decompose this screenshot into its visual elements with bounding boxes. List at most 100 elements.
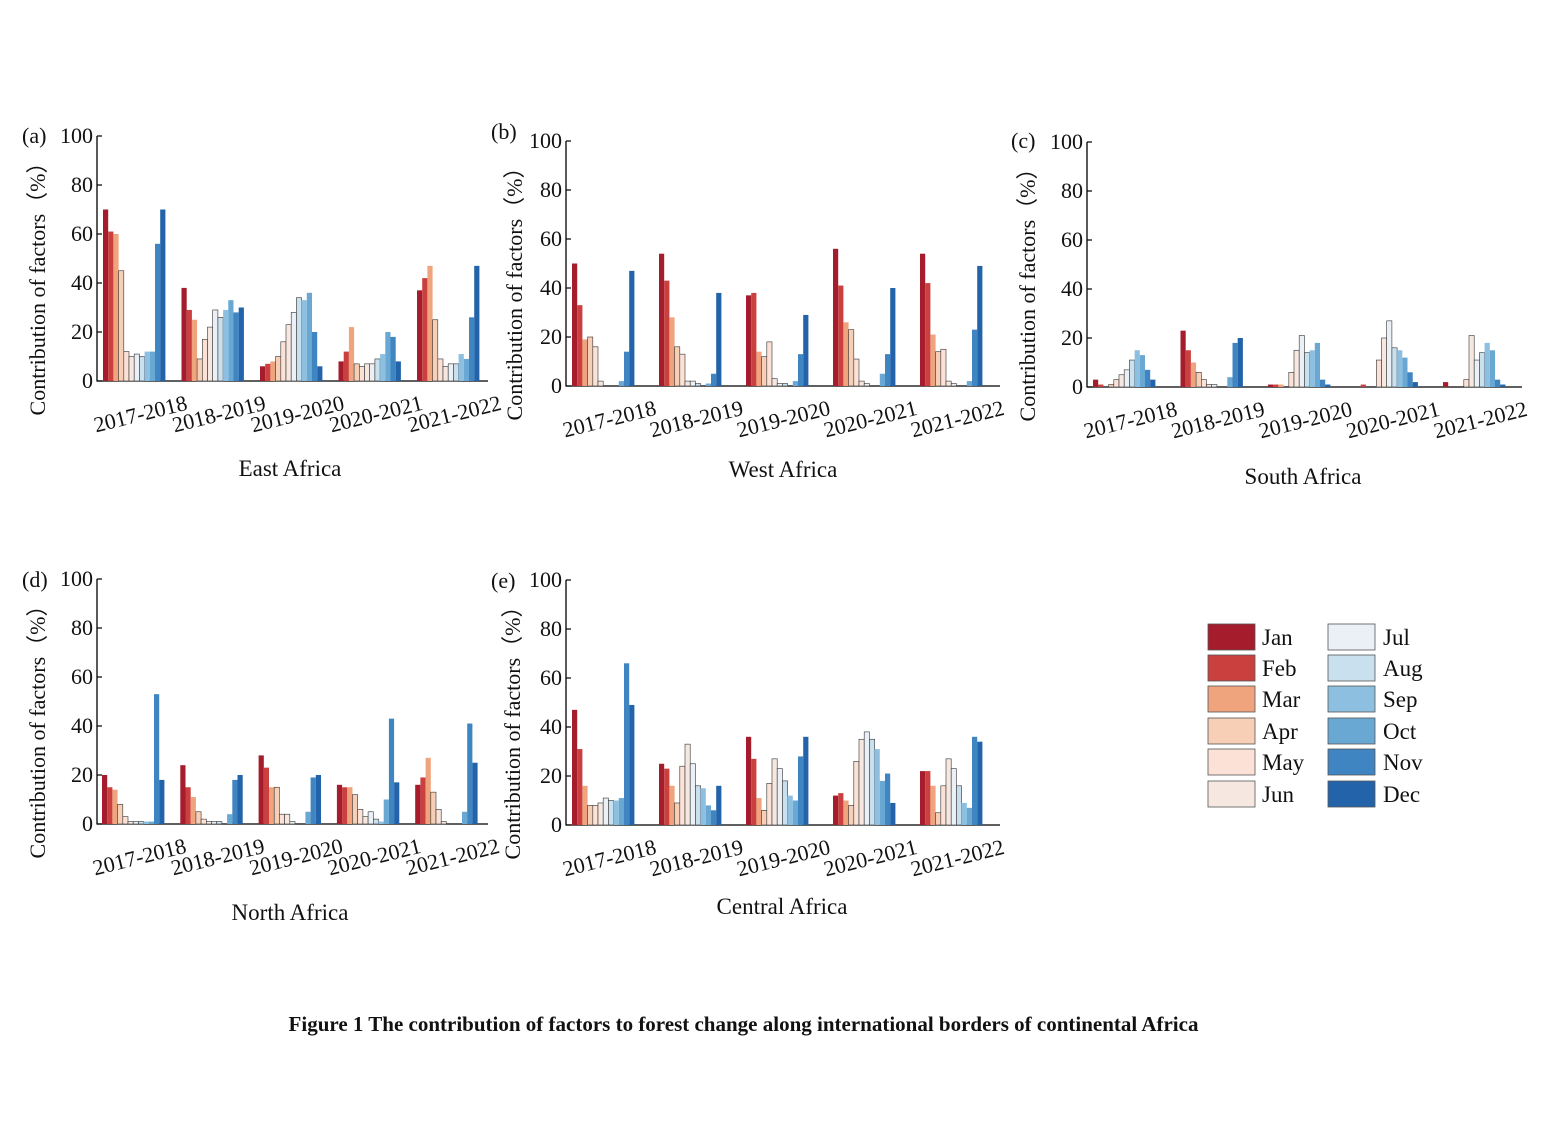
legend-swatch-jul: [1327, 623, 1376, 651]
panel-b-bar-aug: [695, 383, 701, 387]
panel-d-bar-dec: [159, 779, 165, 824]
panel-a-bar-mar: [270, 361, 276, 381]
panel-d-bar-jul: [211, 821, 217, 825]
panel-c-bar-may: [1201, 379, 1207, 388]
legend-swatch-aug: [1327, 654, 1376, 682]
panel-e-bar-oct: [705, 805, 711, 825]
panel-b-bar-may: [679, 353, 686, 387]
panel-a-bar-jan: [103, 209, 109, 381]
panel-a-bar-dec: [317, 366, 323, 381]
panel-e-label: (e): [491, 568, 515, 593]
panel-b-bar-oct: [879, 373, 885, 386]
panel-e-bar-oct: [618, 798, 624, 825]
panel-b-bar-jul: [776, 383, 783, 387]
panel-e-x-tick-label: 2018-2019: [647, 834, 746, 881]
panel-d-bar-jan: [336, 784, 343, 824]
panel-b-bar-aug: [782, 383, 788, 387]
panel-b-bar-may: [940, 348, 947, 387]
panel-a-bar-nov: [312, 332, 318, 381]
panel-a-bar-jul: [133, 353, 140, 382]
panel-a-bar-sep: [458, 354, 464, 381]
panel-a-bar-feb: [186, 309, 192, 381]
panel-a-bar-jun: [442, 365, 449, 382]
panel-e-bar-aug: [695, 785, 701, 826]
panel-a-bar-nov: [155, 243, 161, 381]
panel-d-y-tick-label: 60: [71, 664, 93, 689]
panel-e-bar-oct: [966, 807, 972, 825]
panel-e-bar-sep: [874, 749, 880, 825]
panel-e-bar-apr: [848, 805, 855, 826]
panel-e-bar-jul: [863, 731, 870, 826]
panel-e-bar-apr: [587, 805, 594, 826]
panel-e-bar-feb: [577, 749, 583, 825]
panel-c-bar-may: [1376, 359, 1382, 388]
legend-label-nov: Nov: [1383, 750, 1423, 775]
panel-e-bar-aug: [608, 800, 614, 826]
panel-a-bar-jul: [290, 312, 297, 382]
panel-e-bar-feb: [925, 771, 931, 825]
legend-swatch-oct: [1327, 717, 1376, 745]
panel-a-y-tick-label: 60: [71, 221, 93, 246]
panel-e-bar-jan: [746, 736, 752, 825]
panel-b-bar-mar: [669, 317, 675, 386]
panel-c-bar-jul: [1123, 369, 1130, 388]
panel-e-bar-nov: [798, 756, 804, 825]
panel-d-y-axis-title: Contribution of factors（%）: [25, 595, 50, 859]
panel-b-bar-mar: [843, 322, 849, 386]
panel-c-bar-jun: [1293, 349, 1300, 388]
legend-swatch-mar: [1207, 685, 1256, 713]
panel-b-bar-jan: [572, 263, 578, 386]
panel-d-bar-may: [279, 813, 285, 825]
panel-b-bar-jul: [863, 383, 870, 387]
panel-e-bar-may: [679, 765, 686, 826]
panel-d-y-tick-label: 80: [71, 615, 93, 640]
panel-e-bar-nov: [972, 736, 978, 825]
panel-d-bar-mar: [347, 787, 353, 824]
panel-a-bar-mar: [191, 319, 198, 381]
panel-d-bar-nov: [467, 723, 473, 824]
panel-b-label: (b): [491, 119, 517, 144]
panel-c-bar-oct: [1227, 377, 1233, 387]
panel-c-bar-nov: [1145, 369, 1151, 387]
panel-b-bar-apr: [674, 346, 681, 387]
panel-e-bar-mar: [669, 785, 675, 825]
panel-a-bar-apr: [353, 363, 360, 382]
panel-e-bar-aug: [869, 738, 875, 826]
panel-a-y-tick-label: 40: [71, 270, 93, 295]
panel-e-x-tick-label: 2020-2021: [821, 834, 920, 881]
panel-b-bar-nov: [798, 354, 804, 386]
panel-e-bar-nov: [624, 663, 630, 825]
panel-b-bar-feb: [751, 292, 757, 386]
panel-e-x-tick-label: 2021-2022: [908, 834, 1007, 881]
legend-swatch-jun: [1207, 780, 1256, 808]
panel-b-bar-jul: [950, 383, 957, 387]
panel-a-y-axis-title: Contribution of factors（%）: [25, 152, 50, 416]
panel-d-label: (d): [22, 567, 48, 592]
panel-d-bar-jul: [289, 821, 296, 825]
panel-d-bar-feb: [342, 787, 348, 824]
panel-b-bar-oct: [966, 381, 972, 386]
panel-a-bar-aug: [453, 363, 459, 382]
panel-d-bar-may: [200, 818, 207, 825]
panel-d-bar-oct: [305, 811, 311, 824]
panel-a-bar-sep: [144, 351, 150, 381]
panel-d-bar-nov: [310, 777, 316, 824]
panel-b-bar-feb: [838, 285, 844, 386]
panel-c-label: (c): [1011, 128, 1035, 153]
panel-e-bar-dec: [890, 802, 896, 825]
panel-a-bar-may: [437, 358, 444, 382]
panel-a-bar-dec: [160, 209, 166, 381]
panel-d-y-tick-label: 40: [71, 713, 93, 738]
panel-d-bar-feb: [107, 787, 113, 824]
panel-e-bar-aug: [956, 785, 962, 826]
panel-c-bar-jun: [1118, 374, 1125, 388]
panel-b-bar-oct: [705, 383, 711, 386]
panel-b-bar-feb: [577, 305, 583, 386]
panel-a-bar-jul: [447, 363, 454, 382]
panel-e-bar-oct: [792, 800, 798, 825]
panel-e-bar-jul: [950, 768, 957, 826]
panel-c-bar-jul: [1386, 320, 1393, 388]
panel-e-bar-jul: [689, 763, 696, 826]
panel-c-x-tick-label: 2019-2020: [1256, 396, 1355, 443]
panel-b-y-tick-label: 20: [540, 324, 562, 349]
